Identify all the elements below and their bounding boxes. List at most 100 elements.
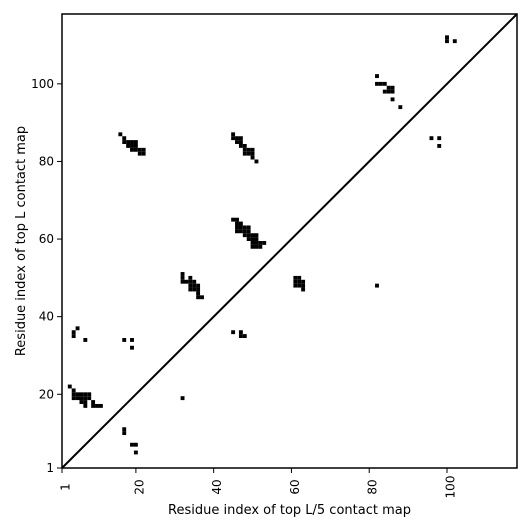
y-tick-label: 20: [39, 387, 54, 401]
contact-cell-upper: [196, 291, 201, 296]
contact-cell-upper: [258, 244, 263, 249]
contact-cell-upper: [242, 147, 247, 152]
contact-cell-lower: [75, 392, 80, 397]
contact-cell-upper: [180, 275, 185, 280]
contact-cell-upper: [301, 279, 306, 284]
contact-cell-upper: [231, 330, 236, 335]
y-tick-label: 1: [46, 461, 54, 475]
contact-cells: [67, 35, 457, 455]
contact-cell-upper: [238, 330, 243, 335]
contact-cell-upper: [231, 136, 236, 141]
contact-cell-upper: [192, 287, 197, 292]
contact-cell-upper: [130, 147, 134, 152]
contact-cell-upper: [246, 237, 251, 241]
contact-cell-lower: [91, 403, 96, 408]
contact-cell-upper: [390, 97, 395, 102]
contact-cell-upper: [258, 241, 263, 245]
contact-cell-upper: [200, 295, 204, 300]
contact-cell-lower: [71, 392, 76, 397]
contact-cell-upper: [188, 279, 193, 284]
contact-cell-lower: [95, 403, 99, 408]
contact-cell-upper: [262, 241, 267, 245]
contact-cell-lower: [122, 427, 127, 432]
contact-cell-upper: [250, 233, 255, 238]
contact-cell-lower: [133, 442, 138, 447]
contact-cell-upper: [235, 140, 239, 144]
contact-cell-upper: [301, 287, 306, 292]
x-axis-ticks: 1 20 40 60 80 100: [59, 468, 458, 498]
contact-cell-lower: [83, 403, 88, 408]
contact-cell-lower: [71, 396, 76, 401]
contact-cell-upper: [71, 334, 76, 339]
contact-cell-lower: [91, 400, 96, 404]
contact-cell-upper: [235, 225, 239, 230]
contact-cell-lower: [67, 384, 72, 389]
x-tick-label: 1: [59, 483, 73, 491]
contact-cell-upper: [238, 143, 243, 148]
contact-cell-upper: [238, 334, 243, 339]
contact-cell-upper: [390, 89, 395, 94]
contact-cell-upper: [382, 89, 387, 94]
x-tick-label: 20: [132, 479, 146, 494]
contact-cell-upper: [122, 338, 127, 342]
x-tick-label: 80: [366, 479, 380, 494]
y-tick-label: 60: [39, 232, 54, 246]
contact-cell-upper: [130, 143, 134, 148]
y-tick-label: 40: [39, 310, 54, 324]
contact-cell-upper: [238, 140, 243, 144]
contact-cell-lower: [133, 450, 138, 455]
contact-cell-upper: [242, 334, 247, 339]
contact-cell-upper: [242, 233, 247, 238]
contact-cell-upper: [437, 143, 442, 148]
contact-cell-upper: [141, 151, 146, 156]
diagonal-line: [61, 13, 518, 469]
contact-cell-upper: [238, 221, 243, 226]
contact-cell-upper: [242, 225, 247, 230]
contact-cell-upper: [83, 338, 88, 342]
contact-cell-upper: [126, 140, 131, 144]
contact-cell-lower: [130, 442, 134, 447]
x-tick-label: 60: [288, 479, 302, 494]
contact-cell-upper: [192, 283, 197, 288]
contact-cell-upper: [301, 283, 306, 288]
contact-cell-upper: [188, 275, 193, 280]
contact-cell-upper: [130, 140, 134, 144]
y-tick-label: 100: [31, 77, 54, 91]
contact-cell-lower: [75, 396, 80, 401]
contact-cell-upper: [378, 81, 383, 86]
contact-cell-upper: [75, 326, 80, 331]
contact-cell-upper: [250, 241, 255, 245]
contact-cell-upper: [382, 81, 387, 86]
contact-cell-lower: [87, 396, 92, 401]
contact-cell-lower: [180, 396, 185, 401]
contact-cell-lower: [71, 388, 76, 393]
contact-cell-lower: [83, 400, 88, 404]
contact-cell-upper: [452, 39, 457, 44]
y-axis-label: Residue index of top L contact map: [14, 126, 29, 356]
contact-cell-upper: [231, 132, 236, 137]
contact-cell-upper: [180, 272, 185, 276]
contact-cell-upper: [445, 39, 449, 44]
contact-cell-upper: [137, 147, 142, 152]
y-axis-ticks: 1 20 40 60 80 100: [31, 77, 62, 475]
contact-cell-upper: [390, 85, 395, 90]
contact-cell-upper: [231, 217, 236, 222]
contact-cell-upper: [137, 151, 142, 156]
contact-cell-lower: [87, 392, 92, 397]
contact-cell-lower: [98, 403, 103, 408]
contact-cell-upper: [293, 275, 298, 280]
contact-cell-upper: [250, 237, 255, 241]
contact-cell-upper: [133, 143, 138, 148]
contact-cell-upper: [238, 229, 243, 234]
contact-cell-upper: [386, 85, 391, 90]
contact-cell-upper: [254, 159, 259, 164]
contact-cell-upper: [118, 132, 123, 137]
contact-cell-upper: [297, 279, 302, 284]
contact-cell-lower: [122, 431, 127, 436]
contact-cell-upper: [297, 275, 302, 280]
contact-cell-upper: [192, 279, 197, 284]
contact-cell-upper: [445, 35, 449, 40]
contact-cell-upper: [246, 147, 251, 152]
contact-cell-upper: [429, 136, 434, 141]
